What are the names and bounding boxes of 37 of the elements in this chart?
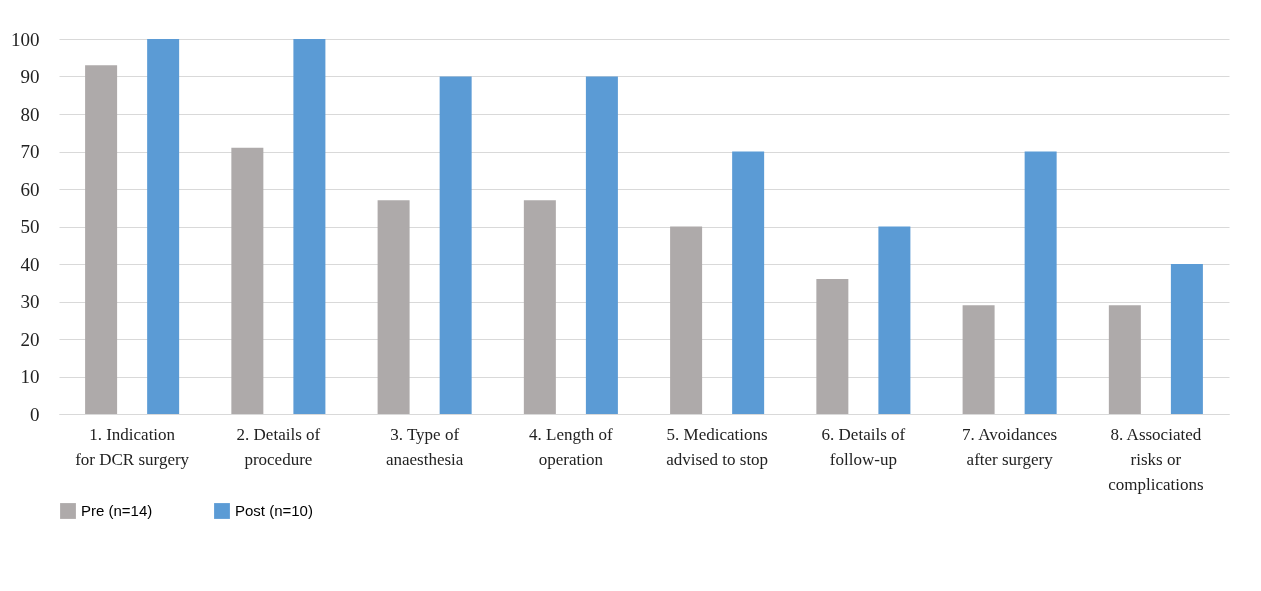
bar <box>1024 151 1057 414</box>
y-tick-label: 0 <box>30 403 40 425</box>
y-tick-label: 10 <box>20 366 40 387</box>
x-tick-label: 2. Details of procedure <box>236 424 321 469</box>
legend-label: Pre (n=14) <box>81 502 153 519</box>
x-tick-label: 7. Avoidances after surgery <box>962 424 1058 469</box>
x-tick-label: 3. Type of anaesthesia <box>385 424 464 469</box>
y-tick-label: 40 <box>20 253 40 275</box>
bar <box>962 305 995 414</box>
bar <box>1108 305 1141 414</box>
x-tick-label: 5. Medications advised to stop <box>666 424 769 469</box>
y-tick-label: 60 <box>20 178 40 200</box>
x-tick-label: 8. Associated risks or complications <box>1108 424 1204 494</box>
bar <box>732 151 765 414</box>
y-tick-label: 20 <box>20 328 40 350</box>
y-tick-label: 80 <box>20 103 40 125</box>
bar <box>147 39 180 414</box>
bar <box>231 147 264 414</box>
y-tick-label: 50 <box>20 216 40 237</box>
bar <box>878 226 911 414</box>
bar <box>1170 264 1203 414</box>
y-tick-label: 90 <box>20 66 40 87</box>
bar <box>523 200 556 414</box>
x-tick-label: 1. Indication for DCR surgery <box>75 424 190 469</box>
bar <box>85 65 118 414</box>
bar <box>439 76 472 414</box>
legend-label: Post (n=10) <box>235 502 313 519</box>
bar <box>377 200 410 414</box>
bar <box>816 279 849 414</box>
y-tick-label: 70 <box>20 141 40 162</box>
x-tick-label: 4. Length of operation <box>529 424 613 469</box>
bar <box>293 39 326 414</box>
y-tick-label: 100 <box>11 28 40 50</box>
bar <box>585 76 618 414</box>
bar <box>670 226 703 414</box>
x-tick-label: 6. Details of follow-up <box>821 424 906 469</box>
y-tick-label: 30 <box>20 291 40 312</box>
